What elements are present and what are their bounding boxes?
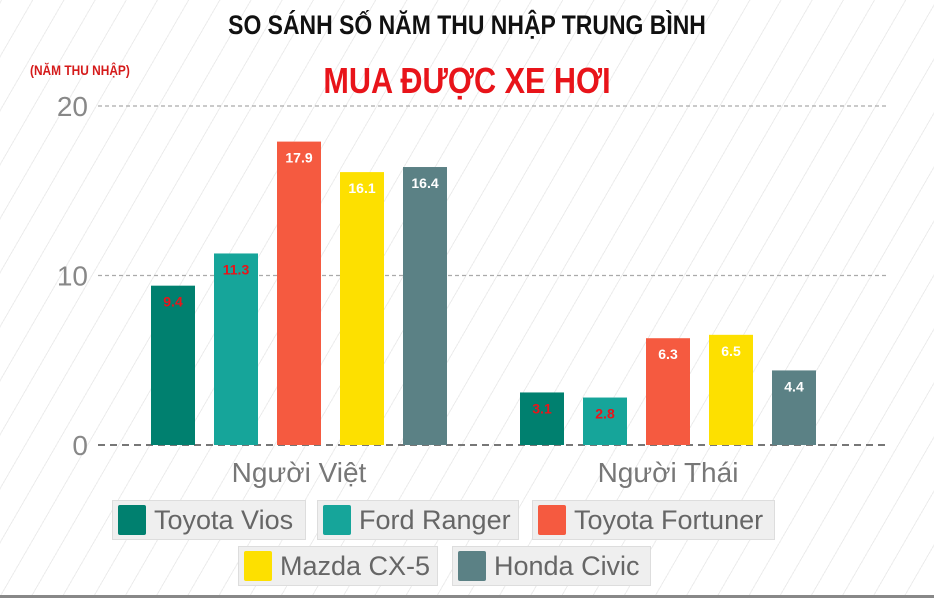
legend-item: Mazda CX-5 <box>238 546 438 586</box>
bar <box>646 338 690 445</box>
bar <box>277 141 321 445</box>
y-axis-label: (NĂM THU NHẬP) <box>30 62 130 78</box>
x-category-label: Người Việt <box>232 457 367 488</box>
legend-swatch <box>323 505 351 535</box>
legend-item: Ford Ranger <box>317 500 519 540</box>
bar <box>583 397 627 445</box>
data-label: 2.8 <box>595 406 615 422</box>
bar <box>709 334 753 445</box>
bar <box>772 370 816 445</box>
legend-item: Honda Civic <box>452 546 651 586</box>
chart-title: SO SÁNH SỐ NĂM THU NHẬP TRUNG BÌNH <box>228 10 706 40</box>
legend-swatch <box>458 551 486 581</box>
bar <box>151 285 195 445</box>
legend-item: Toyota Fortuner <box>532 500 775 540</box>
data-label: 6.5 <box>721 343 741 359</box>
legend-item: Toyota Vios <box>112 500 306 540</box>
data-label: 9.4 <box>163 294 183 310</box>
chart-subtitle: MUA ĐƯỢC XE HƠI <box>323 60 611 101</box>
legend-swatch <box>118 505 146 535</box>
y-tick-label: 20 <box>57 91 88 122</box>
legend-swatch <box>244 551 272 581</box>
legend-label: Toyota Vios <box>154 504 294 535</box>
bar <box>340 172 384 446</box>
y-tick-label: 10 <box>57 261 88 292</box>
data-label: 6.3 <box>658 346 678 362</box>
bottom-divider <box>0 595 934 598</box>
data-label: 3.1 <box>532 400 552 416</box>
legend-label: Mazda CX-5 <box>280 550 431 581</box>
bar <box>403 167 447 445</box>
bar <box>214 253 258 445</box>
y-tick-label: 0 <box>72 430 88 461</box>
legend-swatch <box>538 505 566 535</box>
data-label: 16.4 <box>411 175 438 191</box>
legend-label: Toyota Fortuner <box>574 504 764 535</box>
legend-label: Ford Ranger <box>359 504 511 535</box>
data-label: 4.4 <box>784 378 804 394</box>
data-label: 11.3 <box>223 261 250 277</box>
data-label: 17.9 <box>285 150 312 166</box>
data-label: 16.1 <box>348 180 375 196</box>
bar <box>520 392 564 445</box>
x-category-label: Người Thái <box>598 457 739 488</box>
legend-label: Honda Civic <box>494 550 640 581</box>
